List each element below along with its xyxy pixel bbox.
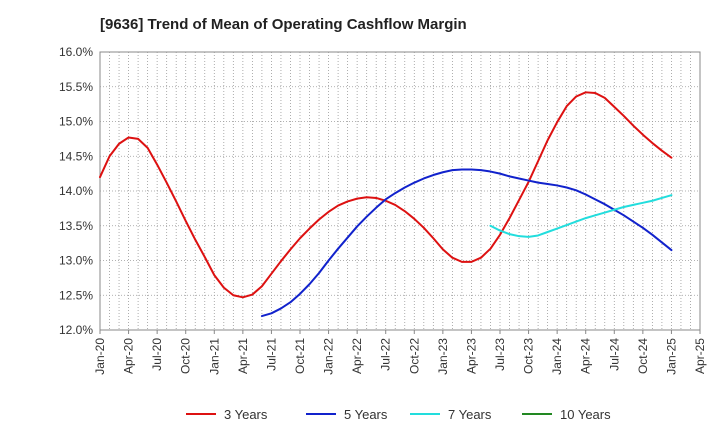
x-tick-label: Jan-23 — [436, 338, 450, 375]
x-tick-label: Jul-23 — [493, 338, 507, 371]
x-tick-label: Jul-24 — [607, 338, 621, 371]
x-tick-label: Apr-20 — [122, 338, 136, 374]
y-tick-label: 15.0% — [59, 115, 93, 129]
x-tick-label: Apr-21 — [236, 338, 250, 374]
legend-label: 7 Years — [448, 407, 492, 422]
x-tick-label: Oct-21 — [293, 338, 307, 374]
y-tick-label: 15.5% — [59, 80, 93, 94]
y-tick-label: 12.5% — [59, 288, 93, 302]
x-tick-label: Oct-20 — [179, 338, 193, 374]
x-tick-label: Oct-23 — [522, 338, 536, 374]
x-tick-label: Jan-22 — [322, 338, 336, 375]
series-line-3-years — [99, 91, 673, 299]
series-line-5-years — [260, 168, 673, 318]
x-tick-label: Apr-23 — [464, 338, 478, 374]
y-tick-label: 16.0% — [59, 45, 93, 59]
legend-label: 10 Years — [560, 407, 611, 422]
x-tick-label: Jan-25 — [664, 338, 678, 375]
x-tick-label: Jan-20 — [93, 338, 107, 375]
chart-title: [9636] Trend of Mean of Operating Cashfl… — [100, 16, 467, 33]
x-tick-label: Apr-24 — [579, 338, 593, 374]
y-tick-label: 13.0% — [59, 254, 93, 268]
x-tick-label: Jan-24 — [550, 338, 564, 375]
y-tick-label: 13.5% — [59, 219, 93, 233]
y-tick-label: 12.0% — [59, 323, 93, 337]
x-tick-label: Jul-20 — [150, 338, 164, 371]
x-tick-label: Jul-22 — [379, 338, 393, 371]
legend-label: 5 Years — [344, 407, 388, 422]
x-tick-label: Oct-22 — [407, 338, 421, 374]
y-tick-label: 14.0% — [59, 184, 93, 198]
x-tick-label: Jul-21 — [264, 338, 278, 371]
x-tick-label: Apr-22 — [350, 338, 364, 374]
y-tick-label: 14.5% — [59, 149, 93, 163]
x-tick-label: Jan-21 — [207, 338, 221, 375]
series-line-7-years — [489, 194, 673, 238]
x-tick-label: Apr-25 — [693, 338, 707, 374]
x-tick-label: Oct-24 — [636, 338, 650, 374]
legend-label: 3 Years — [224, 407, 268, 422]
